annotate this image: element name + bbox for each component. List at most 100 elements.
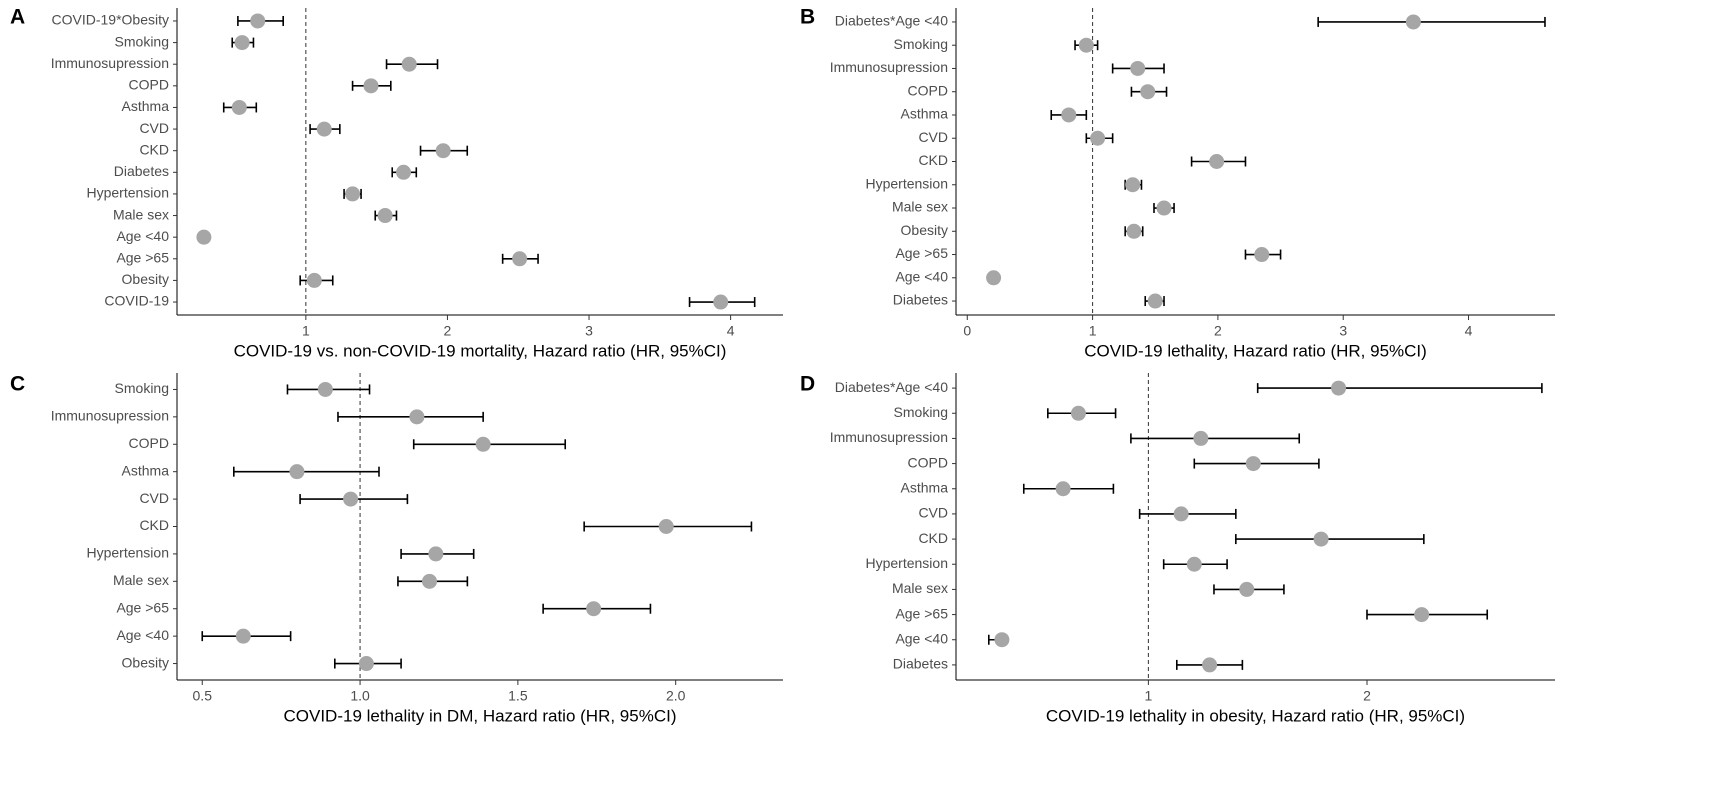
y-tick-label: Smoking <box>115 33 169 49</box>
y-tick-label: Obesity <box>122 654 169 670</box>
y-tick-label: Diabetes <box>893 292 948 308</box>
y-tick-label: Age >65 <box>116 599 169 615</box>
y-tick-label: Hypertension <box>866 555 949 571</box>
point <box>1405 14 1421 30</box>
point <box>1055 481 1071 497</box>
y-tick-label: Hypertension <box>87 185 170 201</box>
y-tick-label: Immunosupression <box>51 55 169 71</box>
y-tick-label: CKD <box>139 517 169 533</box>
y-tick-label: CKD <box>139 141 169 157</box>
x-tick-label: 1 <box>302 323 310 339</box>
point <box>234 35 250 51</box>
point <box>289 464 305 480</box>
x-tick-label: 0.5 <box>193 688 213 704</box>
point <box>586 601 602 617</box>
y-tick-label: CKD <box>918 530 948 546</box>
x-tick-label: 2 <box>1363 688 1371 704</box>
y-tick-label: Smoking <box>115 380 169 396</box>
point <box>428 546 444 562</box>
point <box>1140 84 1156 100</box>
point <box>1414 607 1430 623</box>
point <box>1209 154 1225 169</box>
y-tick-label: Immunosupression <box>830 59 948 75</box>
y-tick-label: COPD <box>908 82 948 98</box>
x-tick-label: 2.0 <box>666 688 686 704</box>
panel-label: B <box>800 6 815 29</box>
y-tick-label: Hypertension <box>87 545 170 561</box>
x-tick-label: 3 <box>1339 323 1347 339</box>
x-tick-label: 4 <box>1465 323 1473 339</box>
y-tick-label: Age <40 <box>895 630 948 646</box>
x-tick-label: 1.5 <box>508 688 528 704</box>
point <box>1239 581 1255 597</box>
point <box>1254 247 1270 263</box>
x-tick-label: 2 <box>444 323 452 339</box>
y-tick-label: Age <40 <box>116 627 169 643</box>
x-tick-label: 1 <box>1144 688 1152 704</box>
point <box>306 272 322 288</box>
y-tick-label: Asthma <box>122 98 170 114</box>
point <box>401 56 417 72</box>
panel-label: C <box>10 373 25 396</box>
y-tick-label: Asthma <box>901 479 949 495</box>
point <box>1078 37 1094 53</box>
x-tick-label: 3 <box>585 323 593 339</box>
point <box>316 121 332 137</box>
point <box>435 143 451 159</box>
y-tick-label: Asthma <box>122 462 170 478</box>
y-tick-label: Age <40 <box>895 268 948 284</box>
panel-label: A <box>10 6 25 29</box>
y-tick-label: Age >65 <box>895 245 948 261</box>
y-tick-label: Diabetes*Age <40 <box>835 379 948 395</box>
y-tick-label: Age >65 <box>116 249 169 265</box>
point <box>512 251 528 267</box>
y-tick-label: CVD <box>918 129 948 145</box>
y-tick-label: CKD <box>918 152 948 168</box>
point <box>713 294 729 310</box>
y-tick-label: Male sex <box>113 206 169 222</box>
point <box>1313 531 1329 547</box>
y-tick-label: Smoking <box>894 36 948 52</box>
point <box>1202 657 1218 673</box>
x-tick-label: 2 <box>1214 323 1222 339</box>
y-tick-label: COPD <box>129 77 169 93</box>
point <box>986 270 1002 286</box>
y-tick-label: COVID-19 <box>104 293 169 309</box>
y-tick-label: CVD <box>918 505 948 521</box>
point <box>1130 60 1146 76</box>
point <box>1126 223 1142 239</box>
y-tick-label: Smoking <box>894 404 948 420</box>
y-tick-label: Age <40 <box>116 228 169 244</box>
point <box>1090 130 1106 146</box>
point <box>317 381 333 397</box>
point <box>1061 107 1077 123</box>
y-tick-label: CVD <box>139 120 169 136</box>
y-tick-label: COPD <box>129 435 169 451</box>
y-tick-label: Diabetes*Age <40 <box>835 13 948 29</box>
x-axis-title: COVID-19 lethality in obesity, Hazard ra… <box>1046 706 1465 725</box>
point <box>196 229 212 245</box>
point <box>994 632 1010 648</box>
y-tick-label: Obesity <box>901 222 948 238</box>
point <box>1331 380 1347 396</box>
point <box>250 13 266 29</box>
point <box>409 409 425 425</box>
x-tick-label: 1.0 <box>350 688 370 704</box>
point <box>396 164 412 180</box>
point <box>1173 506 1189 522</box>
point <box>358 656 374 672</box>
point <box>235 628 251 644</box>
point <box>363 78 379 94</box>
point <box>345 186 361 202</box>
y-tick-label: Age >65 <box>895 605 948 621</box>
y-tick-label: Hypertension <box>866 175 949 191</box>
y-tick-label: Immunosupression <box>51 408 169 424</box>
panel-label: D <box>800 373 815 396</box>
y-tick-label: CVD <box>139 490 169 506</box>
x-tick-label: 1 <box>1089 323 1097 339</box>
y-tick-label: Obesity <box>122 271 169 287</box>
y-tick-label: Diabetes <box>893 656 948 672</box>
y-tick-label: COVID-19*Obesity <box>52 12 169 28</box>
point <box>1186 556 1202 572</box>
